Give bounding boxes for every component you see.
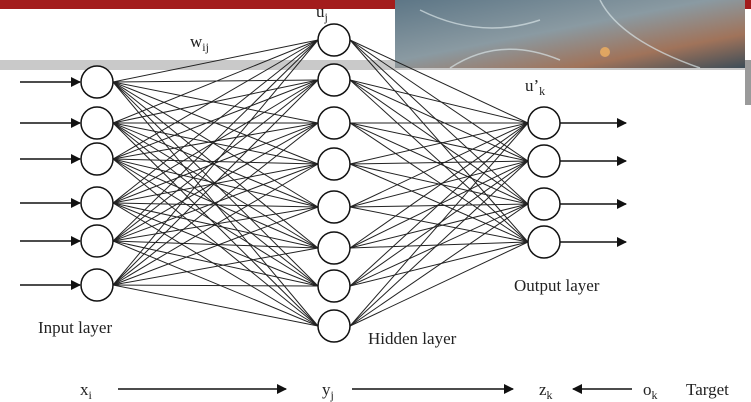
connection [350,80,528,123]
hidden-layer-label: Hidden layer [368,329,457,348]
flow-output: zk [539,380,553,402]
neuron [528,226,560,258]
neuron [528,107,560,139]
diagram: wij uj u’k Input layer Hidden layer Outp… [0,0,751,402]
connection [113,285,318,286]
connection [113,40,318,285]
connection [113,285,318,326]
input-layer-label: Input layer [38,318,112,337]
neuron [318,148,350,180]
connection [350,204,528,326]
connection [113,82,318,207]
connection [350,164,528,242]
connection [350,242,528,326]
flow-input: xi [80,380,93,402]
connection [350,161,528,286]
connection [350,242,528,286]
connection [113,123,318,207]
connection [350,161,528,207]
flow-hidden: yj [322,380,334,402]
neuron [81,107,113,139]
connection [113,80,318,241]
neuron [81,225,113,257]
output-node-label: u’k [525,76,545,98]
neuron [318,232,350,264]
connection [350,204,528,286]
neuron [318,24,350,56]
connection [350,80,528,161]
side-bar [745,60,751,105]
neuron [528,188,560,220]
banner-image [395,0,745,68]
target-text: Target [686,380,729,399]
neuron [81,143,113,175]
flow-target: ok [643,380,658,402]
neuron [81,269,113,301]
connection [113,203,318,248]
neuron [318,310,350,342]
banner-glow [600,47,610,57]
neuron [528,145,560,177]
connection [113,203,318,326]
neuron [81,66,113,98]
neuron [318,64,350,96]
connection [350,204,528,248]
neuron [318,270,350,302]
neuron [81,187,113,219]
neuron [318,107,350,139]
weight-label: wij [190,32,209,54]
output-layer-label: Output layer [514,276,600,295]
connection [113,123,318,164]
neuron [318,191,350,223]
